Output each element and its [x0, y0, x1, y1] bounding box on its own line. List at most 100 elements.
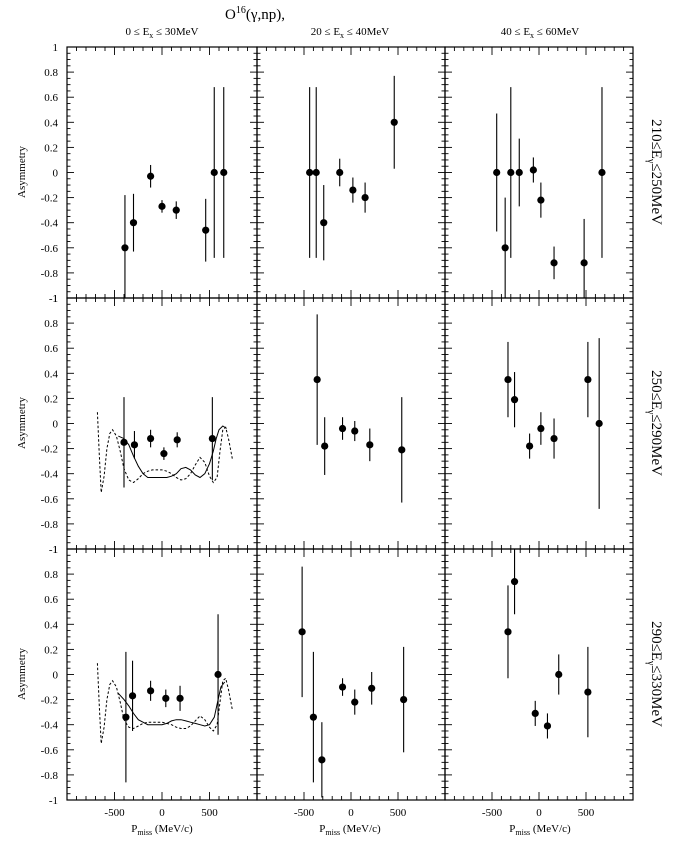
data-point — [493, 168, 501, 177]
data-point — [306, 168, 314, 177]
data-point — [510, 396, 519, 404]
x-tick-label: 0 — [536, 807, 542, 819]
y-tick-label: 0.4 — [44, 117, 58, 129]
y-tick-label: -1 — [49, 293, 58, 305]
data-point — [210, 168, 218, 177]
data-point — [128, 692, 137, 700]
data-point — [529, 166, 537, 174]
data-point — [312, 168, 320, 177]
data-point — [504, 375, 512, 384]
y-tick-label: 0.6 — [44, 92, 58, 104]
y-tick-label: -0.8 — [41, 519, 59, 531]
data-point — [121, 244, 129, 252]
y-axis-label-row-2: Asymmetry — [16, 397, 28, 449]
data-point — [309, 713, 317, 721]
y-tick-label: 0.4 — [44, 619, 58, 631]
data-point — [550, 434, 558, 443]
y-tick-label: 0.4 — [44, 368, 58, 380]
data-point — [120, 438, 128, 446]
y-axis-label-row-1: Asymmetry — [16, 146, 28, 198]
y-tick-label: -0.6 — [41, 243, 59, 255]
data-point — [526, 442, 534, 450]
panel-frame-r1-c2 — [256, 46, 446, 299]
data-point — [555, 670, 563, 679]
y-tick-label: -0.6 — [41, 494, 59, 506]
y-tick-label: -0.2 — [41, 444, 58, 456]
data-point — [173, 436, 181, 444]
x-axis-label-col-3: Pmiss (MeV/c) — [509, 823, 571, 837]
y-tick-label: 0.2 — [44, 644, 58, 656]
y-tick-label: -0.4 — [41, 720, 59, 732]
data-point — [368, 684, 376, 692]
y-tick-label: 0.6 — [44, 343, 58, 355]
data-point — [501, 244, 509, 252]
panel-frame-r2-c1 — [66, 297, 258, 550]
y-tick-label: 1 — [53, 544, 59, 556]
data-point — [598, 168, 606, 177]
data-point — [390, 118, 398, 126]
data-point — [176, 694, 184, 702]
y-tick-label: 0.2 — [44, 142, 58, 154]
data-point — [338, 683, 347, 691]
data-points — [120, 75, 606, 798]
data-point — [584, 375, 592, 384]
data-point — [318, 756, 326, 764]
data-point — [595, 419, 603, 428]
data-point — [543, 722, 552, 730]
y-tick-label: -0.2 — [41, 695, 58, 707]
data-point — [361, 194, 369, 202]
data-point — [351, 427, 359, 435]
data-point — [220, 168, 228, 177]
data-point — [531, 709, 539, 718]
y-tick-label: 0 — [53, 670, 59, 682]
panel-frame-r3-c1 — [66, 548, 258, 801]
x-tick-label: 0 — [159, 807, 165, 819]
y-tick-label: 0.2 — [44, 393, 58, 405]
data-point — [537, 424, 545, 433]
y-tick-label: -0.4 — [41, 469, 59, 481]
data-point — [515, 168, 523, 177]
data-point — [129, 219, 138, 227]
panel-frame-r2-c2 — [256, 297, 446, 550]
data-point — [202, 226, 210, 234]
y-tick-label: -0.6 — [41, 745, 59, 757]
panel-frame-r3-c2 — [256, 548, 446, 801]
model-curves — [96, 412, 233, 744]
x-tick-label: -500 — [104, 807, 125, 819]
x-tick-label: 0 — [348, 807, 354, 819]
y-tick-label: 0.6 — [44, 594, 58, 606]
row-label-2: 250≤Eγ≤290MeV — [645, 370, 664, 476]
data-point — [298, 628, 306, 636]
data-point — [147, 434, 155, 443]
figure-title: O16(γ,np), — [225, 5, 285, 23]
y-tick-label: -0.8 — [41, 770, 59, 782]
x-axis-label-col-2: Pmiss (MeV/c) — [319, 823, 381, 837]
y-axis-label-row-3: Asymmetry — [16, 648, 28, 700]
model-curve-solid — [118, 425, 227, 479]
model-curve-solid — [117, 681, 226, 727]
panel-frames — [66, 46, 634, 801]
data-point — [366, 441, 374, 449]
y-tick-label: -0.4 — [41, 218, 59, 230]
data-point — [400, 696, 408, 704]
x-tick-label: 500 — [201, 807, 218, 819]
y-tick-label: 0.8 — [44, 569, 58, 581]
x-tick-label: -500 — [294, 807, 315, 819]
data-point — [320, 219, 328, 227]
x-tick-label: -500 — [482, 807, 503, 819]
y-tick-label: 0 — [53, 168, 59, 180]
model-curve-dashed — [96, 663, 233, 744]
data-point — [336, 168, 344, 177]
row-label-1: 210≤Eγ≤250MeV — [645, 119, 664, 225]
data-point — [550, 259, 558, 267]
model-curve-dashed — [96, 412, 233, 493]
x-axis-label-col-1: Pmiss (MeV/c) — [131, 823, 193, 837]
panel-frame-r2-c3 — [444, 297, 634, 550]
data-point — [351, 698, 359, 706]
y-tick-label: -0.8 — [41, 268, 59, 280]
y-tick-label: 0.8 — [44, 318, 58, 330]
data-point — [584, 688, 592, 696]
data-point — [504, 628, 512, 636]
y-tick-label: -1 — [49, 544, 58, 556]
data-point — [338, 424, 347, 433]
